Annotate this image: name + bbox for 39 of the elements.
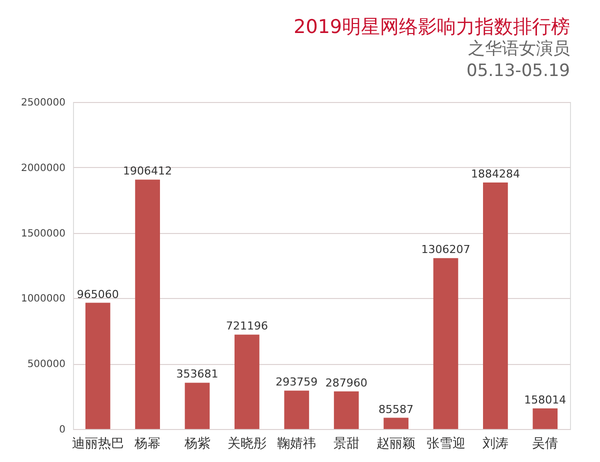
x-tick-label: 张雪迎 (426, 436, 466, 452)
data-label: 965060 (76, 288, 119, 301)
chart-title: 2019明星网络影响力指数排行榜 (294, 16, 570, 38)
data-label: 293759 (276, 376, 318, 389)
y-tick-label: 500000 (27, 359, 66, 370)
bar (85, 302, 110, 429)
x-tick-label: 杨紫 (183, 436, 210, 452)
bar (184, 382, 210, 429)
x-tick-label: 景甜 (333, 436, 360, 452)
bar (532, 408, 558, 429)
bar (334, 391, 359, 429)
data-label: 85587 (378, 402, 414, 416)
chart-subtitle: 之华语女演员 (468, 39, 570, 59)
data-label: 1884284 (470, 168, 520, 181)
x-tick-label: 赵丽颖 (376, 436, 416, 452)
x-tick-label: 鞠婧祎 (277, 436, 316, 452)
y-tick-label: 1500000 (20, 228, 66, 240)
data-label: 287960 (325, 376, 368, 390)
x-tick-label: 杨幂 (134, 436, 161, 452)
bar (284, 390, 310, 429)
data-label: 353681 (176, 368, 218, 381)
x-tick-label: 关晓彤 (227, 436, 266, 452)
text: 05.13-05.19 (466, 61, 570, 81)
bar (384, 418, 408, 429)
bar (234, 334, 260, 429)
y-tick-label: 2000000 (20, 162, 66, 174)
x-tick-label: 迪丽热巴 (72, 436, 124, 452)
data-label: 158014 (524, 393, 566, 406)
bar (135, 180, 160, 429)
data-label: 721196 (226, 320, 268, 333)
y-tick-label: 0 (59, 424, 66, 436)
bar (483, 182, 508, 429)
data-label: 1906412 (123, 164, 172, 178)
data-label: 1306207 (421, 243, 470, 256)
x-tick-label: 刘涛 (482, 436, 508, 452)
y-tick-label: 2500000 (20, 98, 66, 108)
x-tick-label: 吴倩 (532, 436, 558, 452)
y-tick-label: 1000000 (20, 294, 66, 305)
bar (433, 258, 458, 429)
